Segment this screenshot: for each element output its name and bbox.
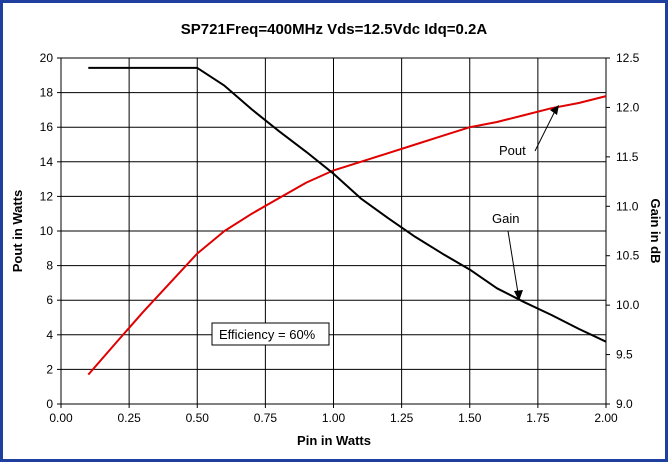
pout-arrowhead-icon <box>550 105 559 115</box>
grid-lines <box>61 58 606 404</box>
y2-tick-label: 10.5 <box>616 249 640 263</box>
x-tick-label: 1.25 <box>390 411 414 425</box>
y2-tick-label: 11.0 <box>616 199 639 213</box>
x-axis-ticks: 0.00 0.25 0.50 0.75 1.00 1.25 1.50 1.75 2.00 <box>49 404 618 425</box>
x-tick-label: 1.00 <box>322 411 346 425</box>
x-tick-label: 0.50 <box>186 411 210 425</box>
y-tick-label: 12 <box>40 189 54 203</box>
chart-svg: SP721Freq=400MHz Vds=12.5Vdc Idq=0.2A 0.… <box>10 21 663 448</box>
y2-tick-label: 11.5 <box>616 150 639 164</box>
y-axis-left-ticks: 0 2 4 6 8 10 12 14 16 18 20 <box>40 51 61 411</box>
series-line-gain <box>88 66 607 343</box>
pout-annotation-arrow <box>534 110 556 152</box>
y2-tick-label: 9.0 <box>616 397 633 411</box>
y2-tick-label: 12.5 <box>616 51 640 65</box>
y-tick-label: 0 <box>46 397 53 411</box>
y-tick-label: 8 <box>46 259 53 273</box>
x-tick-label: 0.25 <box>117 411 141 425</box>
x-axis-title: Pin in Watts <box>297 433 371 448</box>
y2-tick-label: 9.5 <box>616 348 633 362</box>
pout-annotation-label: Pout <box>499 143 526 158</box>
x-tick-label: 0.75 <box>254 411 278 425</box>
efficiency-box <box>211 322 330 346</box>
y2-tick-label: 10.0 <box>616 298 640 312</box>
y-tick-label: 10 <box>40 224 54 238</box>
y-axis-right-ticks: 9.0 9.5 10.0 10.5 11.0 11.5 12.0 12.5 <box>606 51 640 411</box>
y-tick-label: 20 <box>40 51 54 65</box>
y-axis-right-title: Gain in dB <box>648 199 663 264</box>
series-line-pout <box>87 95 607 376</box>
chart-title: SP721Freq=400MHz Vds=12.5Vdc Idq=0.2A <box>181 21 488 38</box>
y-tick-label: 16 <box>40 120 54 134</box>
y-tick-label: 18 <box>40 86 54 100</box>
gain-arrowhead-icon <box>514 290 523 301</box>
y-tick-label: 6 <box>46 293 53 307</box>
y-tick-label: 4 <box>46 328 53 342</box>
series-group <box>87 66 607 376</box>
x-tick-label: 2.00 <box>594 411 618 425</box>
y2-tick-label: 12.0 <box>616 100 640 114</box>
y-tick-label: 14 <box>40 155 54 169</box>
x-tick-label: 0.00 <box>49 411 73 425</box>
y-axis-left-title: Pout in Watts <box>10 190 25 273</box>
x-tick-label: 1.75 <box>526 411 550 425</box>
gain-annotation-label: Gain <box>492 211 519 226</box>
gain-annotation-arrow <box>507 230 519 294</box>
x-tick-label: 1.50 <box>458 411 482 425</box>
y-tick-label: 2 <box>46 362 53 376</box>
efficiency-label: Efficiency = 60% <box>219 327 316 342</box>
